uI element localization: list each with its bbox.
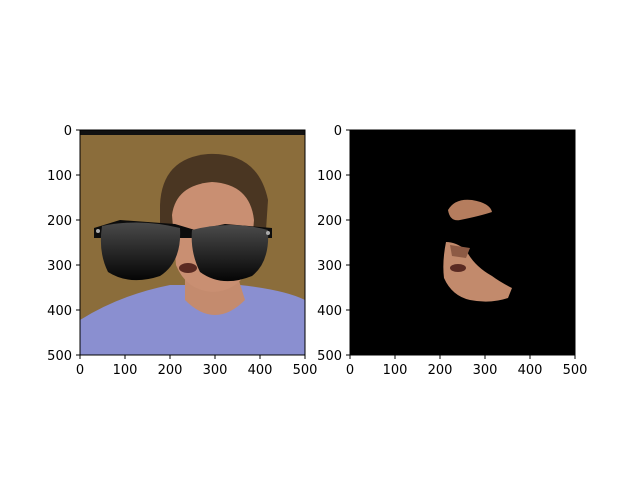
mask-mouth bbox=[450, 264, 466, 272]
left-xtick-label: 300 bbox=[203, 363, 228, 378]
right-ytick-label: 100 bbox=[317, 169, 342, 184]
right-ytick-label: 0 bbox=[334, 124, 342, 139]
shirt bbox=[80, 285, 305, 355]
hinge-left bbox=[96, 229, 100, 233]
right-ticks: 0 100 200 300 400 500 0 100 200 300 400 500 bbox=[317, 124, 587, 378]
left-ytick-label: 100 bbox=[47, 169, 72, 184]
forehead-patch bbox=[448, 199, 492, 221]
left-ytick-label: 200 bbox=[47, 214, 72, 229]
left-ytick-label: 0 bbox=[64, 124, 72, 139]
left-xtick-label: 500 bbox=[293, 363, 318, 378]
right-xtick-label: 500 bbox=[563, 363, 588, 378]
sunglasses bbox=[94, 220, 272, 282]
left-ytick-label: 400 bbox=[47, 304, 72, 319]
right-lens bbox=[191, 225, 269, 282]
right-xtick-label: 300 bbox=[473, 363, 498, 378]
mask-background bbox=[350, 130, 575, 355]
left-panel: 0 100 200 300 400 500 0 100 200 300 400 500 bbox=[47, 124, 317, 378]
right-xtick-label: 400 bbox=[518, 363, 543, 378]
top-black-bar bbox=[80, 130, 305, 135]
left-xtick-label: 100 bbox=[113, 363, 138, 378]
mouth bbox=[179, 263, 197, 273]
right-xtick-label: 100 bbox=[383, 363, 408, 378]
hinge-right bbox=[266, 231, 270, 235]
left-ticks: 0 100 200 300 400 500 0 100 200 300 400 500 bbox=[47, 124, 317, 378]
right-image bbox=[350, 130, 575, 355]
right-xtick-label: 200 bbox=[428, 363, 453, 378]
left-ytick-label: 500 bbox=[47, 349, 72, 364]
right-panel: 0 100 200 300 400 500 0 100 200 300 400 500 bbox=[317, 124, 587, 378]
left-axes-frame bbox=[79, 129, 306, 356]
left-ytick-label: 300 bbox=[47, 259, 72, 274]
left-xtick-label: 200 bbox=[158, 363, 183, 378]
left-xtick-label: 400 bbox=[248, 363, 273, 378]
right-ytick-label: 500 bbox=[317, 349, 342, 364]
right-ytick-label: 400 bbox=[317, 304, 342, 319]
left-lens bbox=[100, 222, 181, 281]
right-xtick-label: 0 bbox=[346, 363, 354, 378]
left-xtick-label: 0 bbox=[76, 363, 84, 378]
mask-nose-shadow bbox=[450, 245, 470, 258]
left-image bbox=[80, 130, 305, 355]
right-axes-frame bbox=[349, 129, 576, 356]
right-ytick-label: 300 bbox=[317, 259, 342, 274]
right-ytick-label: 200 bbox=[317, 214, 342, 229]
